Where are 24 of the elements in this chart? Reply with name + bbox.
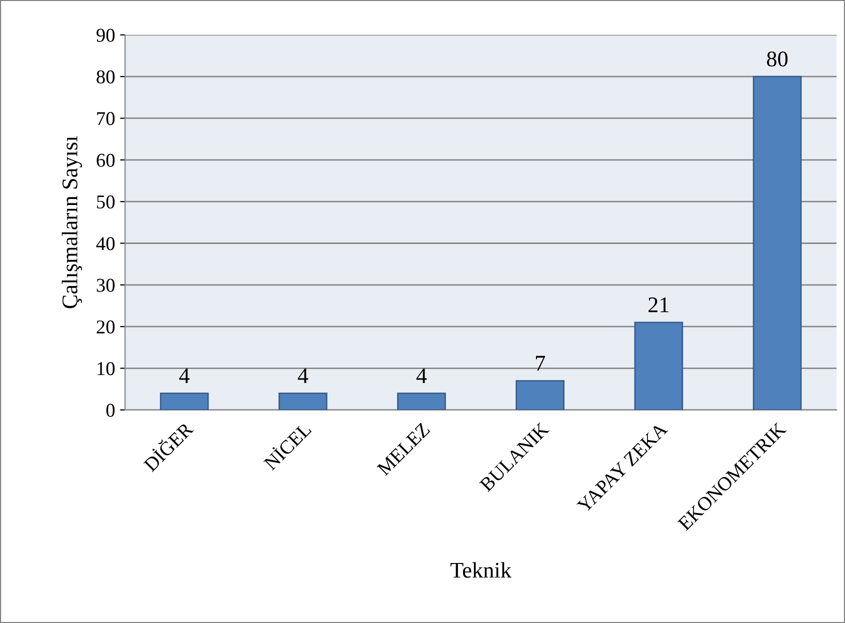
bar (160, 392, 209, 410)
y-tick-label: 80 (96, 70, 115, 84)
y-tick-label: 10 (98, 362, 115, 376)
bar (397, 392, 446, 410)
y-tick-label: 40 (96, 237, 115, 250)
y-tick-label: 30 (96, 278, 115, 292)
data-label: 80 (766, 51, 788, 66)
y-tick-label: 20 (96, 320, 115, 334)
y-tick-label: 0 (106, 404, 115, 417)
x-axis-title: Teknik (450, 562, 512, 578)
bar (752, 76, 802, 410)
data-label: 7 (536, 356, 546, 370)
data-label: 4 (298, 368, 308, 383)
bar (634, 322, 684, 410)
y-axis-title: Çalışmaların Sayısı (62, 136, 82, 308)
y-tick-label: 90 (96, 28, 115, 42)
bar (516, 380, 565, 410)
data-label: 21 (648, 297, 668, 312)
data-label: 4 (179, 368, 190, 383)
y-tick-label: 60 (96, 154, 115, 167)
y-tick-label: 50 (97, 195, 115, 209)
y-tick-label: 70 (97, 112, 115, 126)
bar (278, 392, 328, 410)
data-label: 4 (416, 368, 427, 383)
